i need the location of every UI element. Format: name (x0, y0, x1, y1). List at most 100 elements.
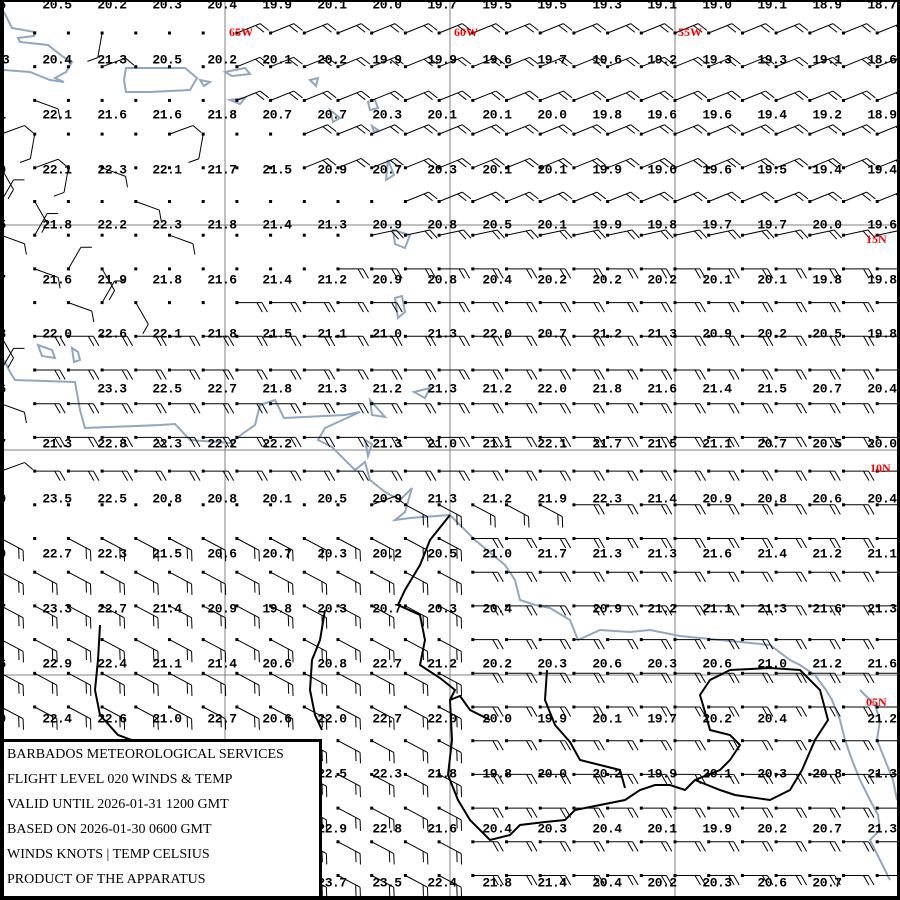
barb-feather (125, 176, 128, 188)
wind-barb (774, 638, 808, 650)
station-dot (168, 65, 171, 69)
barb-staff (135, 571, 159, 585)
barb-feather (731, 23, 741, 31)
barb-feather (728, 605, 735, 616)
temperature-value: 20.2 (537, 272, 567, 287)
longitude-label-55w: 55W (678, 25, 702, 39)
barb-feather (632, 706, 639, 717)
temperature-value: 20.4 (482, 272, 512, 287)
wind-barb (33, 334, 66, 347)
barb-staff (708, 23, 733, 34)
wind-barb (572, 56, 607, 69)
barb-staff (34, 158, 59, 169)
wind-barb (538, 739, 572, 751)
temperature-value: 20.4 (42, 52, 72, 68)
wind-barb (66, 334, 100, 347)
wind-barb (808, 56, 842, 69)
barb-feather (795, 673, 803, 684)
wind-barb (538, 56, 573, 69)
temperature-value: 20.1 (262, 52, 292, 68)
barb-feather (660, 403, 668, 414)
barb-feather (829, 268, 836, 279)
wind-barb (134, 604, 159, 629)
barb-feather (699, 268, 706, 279)
barb-staff (843, 229, 869, 236)
barb-feather (491, 126, 501, 134)
barb-feather (829, 538, 836, 549)
barb-feather (800, 504, 808, 515)
barb-feather (660, 437, 668, 448)
wind-barb (168, 671, 193, 697)
barb-feather (627, 807, 634, 818)
coastline (36, 343, 82, 364)
station-dot (336, 233, 340, 237)
barb-feather (227, 470, 235, 481)
wind-barb (774, 469, 808, 481)
barb-staff (169, 639, 192, 652)
barb-feather (529, 158, 539, 166)
wind-barb (639, 739, 673, 751)
barb-staff (405, 875, 428, 888)
wind-barb (302, 90, 337, 102)
barb-feather (497, 268, 504, 279)
station-dot (302, 200, 306, 203)
barb-feather (531, 807, 538, 818)
temperature-value: 20.1 (537, 162, 567, 178)
wind-barb (842, 90, 876, 102)
barb-feather (728, 369, 735, 380)
station-dot (33, 65, 37, 69)
wind-barb (403, 90, 438, 102)
wind-barb (707, 368, 740, 380)
wind-barb (505, 368, 538, 380)
station-dot (302, 267, 306, 271)
temperature-value: 23.3 (42, 601, 72, 617)
wind-barb (639, 90, 674, 102)
barb-feather (660, 302, 668, 313)
wind-barb (235, 90, 270, 102)
wind-barb (639, 570, 673, 582)
wind-barb (471, 705, 504, 717)
barb-feather (868, 639, 875, 650)
barb-feather (794, 126, 804, 134)
wind-barb (134, 200, 162, 221)
barb-feather (558, 58, 568, 67)
barb-staff (101, 639, 125, 652)
wind-barb (403, 23, 438, 35)
wind-barb (774, 157, 809, 170)
wind-barb (842, 469, 875, 481)
wind-barb (168, 125, 202, 136)
barb-feather (41, 222, 48, 233)
barb-feather (256, 369, 263, 380)
barb-feather (91, 311, 95, 323)
barb-feather (53, 191, 65, 197)
barb-feather (189, 369, 196, 380)
barb-staff (34, 639, 58, 652)
barb-feather (866, 191, 876, 200)
barb-staff (68, 706, 91, 720)
barb-feather (800, 774, 808, 785)
barb-feather (863, 807, 870, 818)
temperature-value: 18.9 (867, 107, 897, 123)
barb-feather (423, 58, 433, 67)
wind-barb (740, 806, 774, 818)
barb-feather (497, 740, 504, 751)
barb-staff (405, 740, 428, 753)
barb-feather (592, 92, 602, 101)
barb-feather (731, 158, 741, 166)
station-dot (269, 267, 273, 271)
barb-feather (531, 706, 538, 717)
wind-barb (572, 638, 605, 650)
wind-barb (33, 537, 37, 540)
barb-feather (360, 158, 371, 166)
barb-feather (327, 56, 337, 65)
barb-feather (829, 302, 836, 313)
temperature-value: 21.9 (97, 272, 127, 287)
barb-feather (357, 470, 364, 481)
barb-feather (255, 58, 265, 67)
barb-feather (732, 229, 741, 239)
valid-time: VALID UNTIL 2026-01-31 1200 GMT (7, 797, 229, 812)
barb-feather (424, 268, 432, 279)
barb-staff (202, 605, 226, 619)
wind-barb (471, 229, 505, 240)
barb-staff (0, 234, 25, 245)
